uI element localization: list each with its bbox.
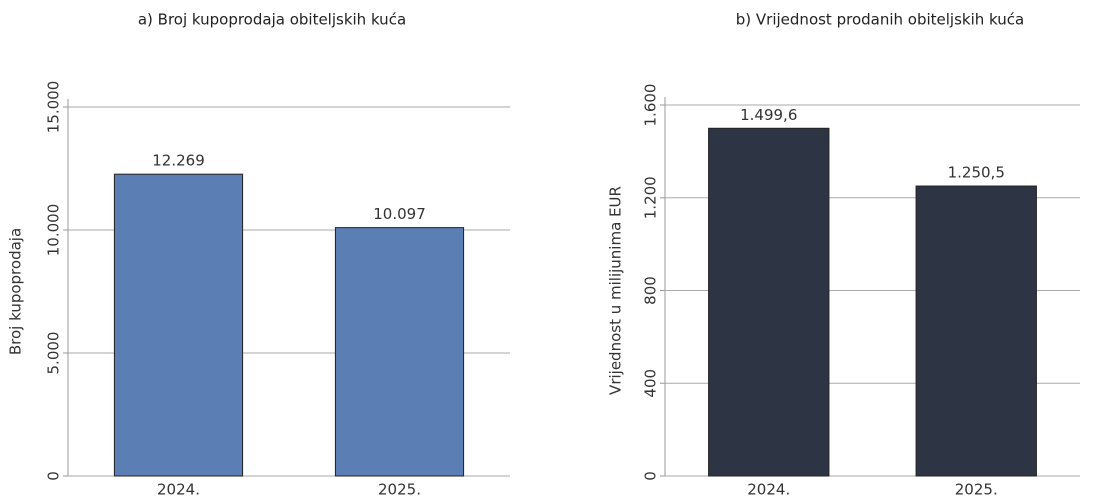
y-tick-label: 5.000 [45,332,63,375]
data-label: 1.250,5 [948,164,1005,182]
x-tick-label: 2025. [378,481,421,499]
y-tick-label: 10.000 [45,204,63,257]
y-tick-label: 1.600 [642,84,660,127]
y-tick-label: 0 [642,471,660,481]
y-axis-label: Broj kupoprodaja [7,228,25,355]
y-tick-label: 0 [45,471,63,481]
y-tick-label: 1.200 [642,176,660,219]
data-label: 12.269 [152,152,205,170]
chart-title: b) Vrijednost prodanih obiteljskih kuća [736,11,1024,29]
data-label: 1.499,6 [740,106,797,124]
x-tick-label: 2025. [955,481,998,499]
bar [113,173,244,477]
bar [708,127,830,477]
y-tick-label: 800 [642,276,660,305]
y-tick-label: 400 [642,369,660,398]
x-tick-label: 2024. [747,481,790,499]
bar [915,185,1037,477]
bar [334,227,465,477]
y-tick-label: 15.000 [45,81,63,134]
data-label: 10.097 [373,205,426,223]
chart-title: a) Broj kupoprodaja obiteljskih kuća [138,11,406,29]
y-axis-label: Vrijednost u milijunima EUR [607,186,625,395]
x-tick-label: 2024. [157,481,200,499]
